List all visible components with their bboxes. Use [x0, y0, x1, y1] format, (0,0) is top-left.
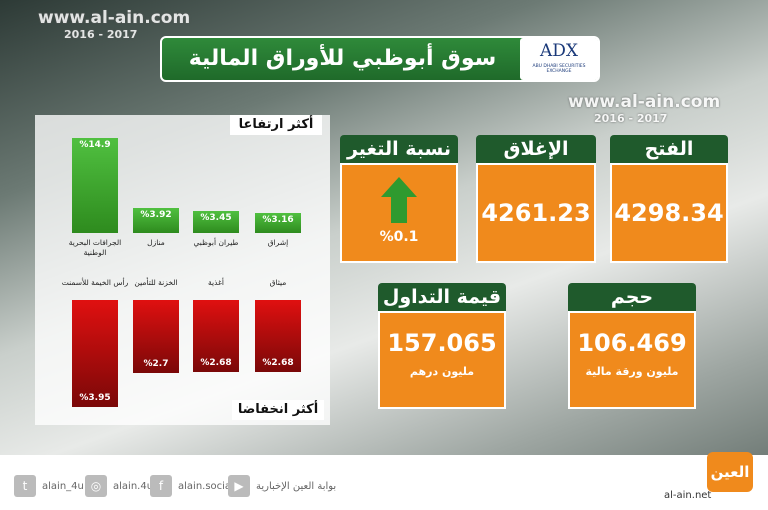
loser-label: %3.95 [79, 392, 111, 403]
loser-name: الخزنة للتأمين [134, 278, 178, 287]
instagram-icon: ◎ [85, 475, 107, 497]
youtube-icon: ▶ [228, 475, 250, 497]
gainer-name: الجرافات البحرية الوطنية [68, 238, 122, 257]
loser-bar [133, 300, 179, 373]
watermark-years: 2016 - 2017 [594, 112, 668, 125]
gainer-label: %14.9 [79, 139, 111, 150]
close-value: 4261.23 [476, 163, 596, 263]
gainer-bar [72, 137, 118, 233]
volume-value: 106.469 [577, 329, 687, 357]
loser-name: رأس الخيمة للأسمنت [61, 278, 129, 287]
volume-card: 106.469 مليون ورقة مالية [568, 311, 696, 409]
youtube[interactable]: ▶ بوابة العين الإخبارية [228, 475, 336, 497]
gainer-label: %3.16 [262, 214, 294, 225]
logo: ADX ABU DHABI SECURITIES EXCHANGE [520, 38, 598, 80]
instagram-handle: alain.4u [113, 480, 154, 492]
turnover-value: 157.065 [387, 329, 497, 357]
youtube-handle: بوابة العين الإخبارية [256, 480, 337, 492]
footer [0, 455, 768, 510]
gainers-title: أكثر ارتفاعا [230, 115, 322, 135]
watermark-years: 2016 - 2017 [64, 28, 138, 41]
loser-name: ميثاق [269, 278, 287, 287]
loser-label: %2.68 [200, 358, 232, 369]
turnover-unit: مليون درهم [409, 365, 475, 378]
open-value: 4298.34 [610, 163, 728, 263]
change-value: %0.1 [379, 229, 419, 245]
twitter[interactable]: t alain_4u [14, 475, 84, 497]
turnover-card: 157.065 مليون درهم [378, 311, 506, 409]
twitter-handle: alain_4u [42, 480, 84, 492]
instagram[interactable]: ◎ alain.4u [85, 475, 153, 497]
volume-unit: مليون ورقة مالية [585, 365, 679, 378]
gainer-bar [193, 210, 239, 233]
watermark: www.al-ain.com 2016 - 2017 [38, 8, 190, 41]
gainer-label: %3.45 [200, 212, 232, 223]
brand-logo: العين [707, 452, 753, 492]
loser-bar [255, 300, 301, 373]
loser-name: أغذية [207, 278, 225, 287]
loser-bar [72, 300, 118, 407]
facebook[interactable]: f alain.social [150, 475, 234, 497]
facebook-handle: alain.social [178, 480, 234, 492]
loser-label: %2.68 [262, 358, 294, 369]
card-title: قيمة التداول [378, 283, 506, 311]
gainer-bar [255, 212, 301, 233]
card-title: نسبة التغير [340, 135, 458, 163]
watermark-url: www.al-ain.com [568, 92, 721, 112]
change-card: %0.1 [340, 163, 458, 263]
logo-abbr: ADX [539, 41, 578, 61]
loser-bar [193, 300, 239, 373]
watermark-url: www.al-ain.com [38, 8, 191, 28]
gainer-bar [133, 207, 179, 233]
title: سوق أبوظبي للأوراق المالية [188, 46, 497, 71]
card-title: الفتح [610, 135, 728, 163]
site[interactable]: al-ain.net [664, 490, 712, 501]
gainer-name: إشراق [267, 238, 289, 247]
facebook-icon: f [150, 475, 172, 497]
up-arrow [381, 177, 417, 223]
logo-name: ABU DHABI SECURITIES EXCHANGE [532, 64, 586, 74]
gainer-name: طيران أبوظبي [193, 238, 239, 247]
loser-label: %2.7 [143, 358, 169, 369]
twitter-icon: t [14, 475, 36, 497]
gainer-label: %3.92 [140, 209, 172, 220]
gainer-name: منازل [147, 238, 165, 247]
card-title: الإغلاق [476, 135, 596, 163]
watermark: www.al-ain.com 2016 - 2017 [568, 92, 720, 125]
losers-title: أكثر انخفاضا [232, 400, 324, 420]
